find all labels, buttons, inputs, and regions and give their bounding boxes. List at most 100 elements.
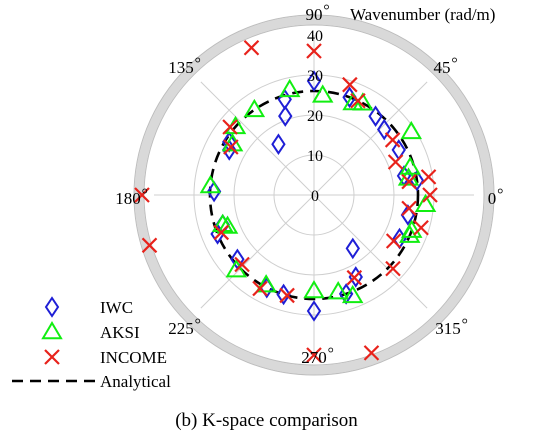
series-iwc-point-20 — [345, 237, 360, 260]
series-income-point-0 — [306, 43, 322, 59]
series-income-point-1 — [243, 39, 260, 56]
series-aksi-point-2 — [243, 98, 266, 118]
outer-ring — [134, 15, 494, 375]
legend: IWC AKSI INCOME Analytical — [12, 296, 171, 391]
series-aksi-point-12 — [216, 215, 239, 234]
series-aksi-point-10 — [199, 174, 222, 194]
series-income-point-20 — [413, 219, 429, 236]
series-income-point-3-stroke-b — [350, 92, 366, 109]
series-income-point-14-stroke-b — [279, 287, 295, 304]
series-income-point-8 — [223, 139, 239, 155]
grid-spoke-135 — [200, 81, 315, 196]
series-income-point-13-stroke-b — [252, 280, 268, 297]
degree-symbol-270 — [328, 347, 334, 353]
grid-spoke-225 — [200, 194, 315, 309]
r-axis-label: Wavenumber (rad/m) — [350, 5, 495, 24]
axis-labels: 0 10 20 30 40 Wavenumber (rad/m) 0 45 90 135 180 22… — [115, 4, 503, 367]
series-income-point-6 — [420, 169, 437, 185]
series-income-point-4 — [384, 132, 401, 148]
outer-ring-edge — [133, 14, 495, 376]
series-income-point-10-stroke-b — [141, 237, 158, 254]
series-income-point-14 — [279, 287, 295, 304]
legend-label-analytical: Analytical — [100, 372, 171, 391]
series-income-point-1-stroke-b — [243, 39, 260, 56]
series-income-point-11-stroke-b — [213, 224, 230, 241]
series-income-point-16-stroke-b — [363, 345, 380, 361]
r-tick-label-30: 30 — [307, 68, 323, 85]
series-income-point-18-stroke-b — [385, 260, 401, 277]
series-income-point-7 — [222, 119, 238, 135]
series-income-point-8-stroke-b — [223, 139, 239, 155]
legend-label-iwc: IWC — [100, 298, 133, 317]
series-income-point-19-stroke-b — [385, 233, 402, 249]
outer-ring-inner-edge — [143, 24, 485, 366]
theta-tick-label-45: 45 — [434, 58, 451, 77]
series-income-point-21-stroke-b — [401, 200, 417, 217]
legend-swatch-income — [44, 349, 60, 365]
series-aksi-point-19 — [400, 219, 423, 238]
series-income-point-0-stroke-b — [306, 43, 322, 59]
series-income-point-12-stroke-b — [234, 256, 250, 273]
series-income-point-5-stroke-b — [387, 154, 404, 170]
series-iwc-point-5 — [368, 105, 383, 128]
series-aksi-point-6 — [400, 120, 423, 140]
series-iwc-point-6 — [377, 118, 392, 141]
theta-tick-label-180: 180 — [115, 189, 141, 208]
legend-swatch-iwc — [44, 296, 60, 318]
data-markers — [134, 39, 438, 363]
legend-swatch-aksi — [41, 321, 63, 340]
series-income-point-7-stroke-b — [222, 119, 238, 135]
series-income-point-23-stroke-b — [401, 173, 417, 190]
series-iwc-point-16 — [276, 283, 291, 306]
r-tick-label-10: 10 — [307, 148, 323, 165]
series-income-point-4-stroke-b — [384, 132, 401, 148]
theta-tick-label-0: 0 — [488, 189, 497, 208]
series-aksi-point-14 — [255, 274, 277, 293]
series-income-point-6-stroke-b — [420, 169, 437, 185]
series-income-point-16 — [363, 345, 380, 361]
series-income-point-3 — [350, 92, 366, 109]
series-income-point-23 — [401, 173, 417, 190]
series-income-point-18 — [385, 260, 401, 277]
theta-tick-label-90: 90 — [306, 5, 323, 24]
series-aksi-point-20 — [414, 193, 437, 213]
series-aksi-point-17 — [341, 284, 364, 304]
series-income-point-2 — [342, 76, 358, 93]
series-income-point-15-stroke-b — [306, 347, 322, 363]
r-tick-label-20: 20 — [307, 108, 323, 125]
series-iwc-point-2 — [277, 88, 292, 111]
legend-label-income: INCOME — [100, 348, 167, 367]
grid-spoke-315 — [313, 194, 428, 309]
series-income-point-21 — [401, 200, 417, 217]
theta-tick-label-135: 135 — [168, 58, 194, 77]
figure-caption: (b) K-space comparison — [175, 410, 358, 431]
series-iwc-point-17 — [306, 300, 322, 322]
r-tick-label-40: 40 — [307, 28, 323, 45]
degree-symbol-225 — [195, 318, 201, 324]
series-income-point-22 — [422, 187, 438, 203]
series-income-point-15 — [306, 347, 322, 363]
series-income-point-12 — [234, 256, 250, 273]
series-income-point-5 — [387, 154, 404, 170]
series-aksi-point-13 — [225, 259, 248, 278]
grid-spoke-45 — [313, 81, 428, 196]
series-iwc-point-3 — [278, 105, 293, 127]
series-aksi-point-0 — [311, 84, 334, 103]
series-income-point-19 — [385, 233, 402, 249]
legend-label-aksi: AKSI — [100, 323, 140, 342]
series-income-point-11 — [213, 224, 230, 241]
r-tick-label-0: 0 — [311, 188, 319, 205]
polar-grid — [133, 14, 495, 376]
degree-symbol-0 — [497, 188, 503, 194]
series-income-point-17 — [346, 269, 363, 286]
degree-symbol-315 — [462, 318, 468, 324]
series-iwc-point-0 — [306, 70, 322, 92]
series-aksi-point-1 — [278, 78, 301, 98]
legend-swatch-income-stroke-b — [44, 349, 60, 365]
theta-tick-label-270: 270 — [301, 348, 327, 367]
series-income-point-20-stroke-b — [413, 219, 429, 236]
series-income-point-17-stroke-b — [346, 269, 363, 286]
series-income-point-13 — [252, 280, 268, 297]
theta-tick-label-315: 315 — [435, 319, 461, 338]
series-income-point-22-stroke-b — [422, 187, 438, 203]
